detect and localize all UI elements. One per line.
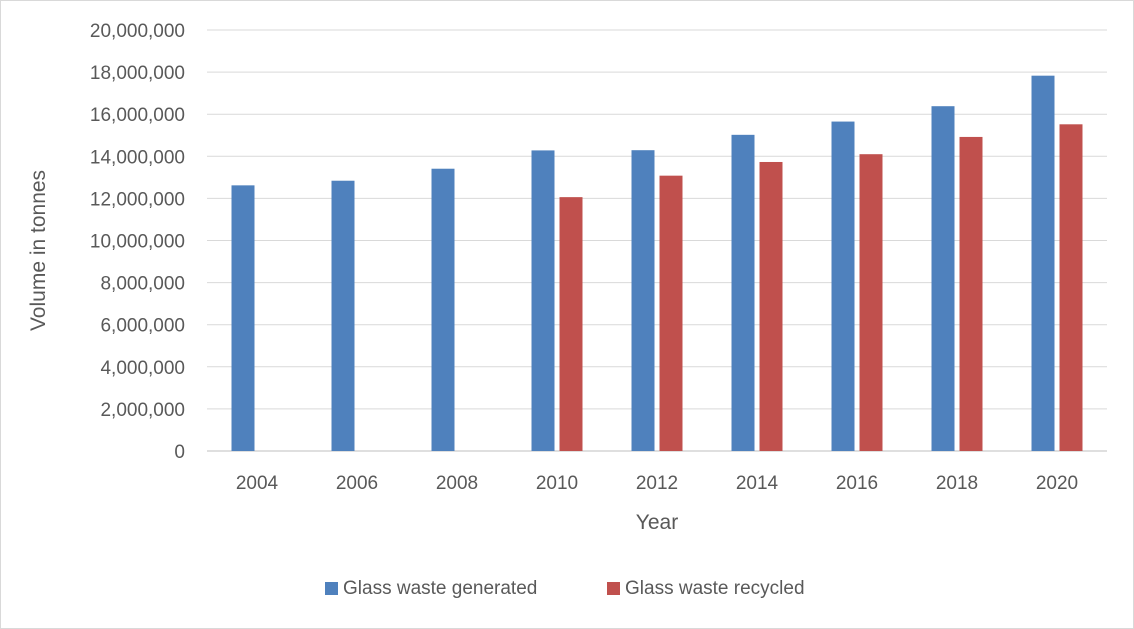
bar-recycled-2010 [559, 197, 583, 451]
y-tick-label: 2,000,000 [100, 400, 185, 421]
gridlines [207, 29, 1107, 452]
y-tick-label: 18,000,000 [90, 63, 185, 84]
x-axis-ticks: 2004 2006 2008 2010 2012 2014 2016 2018 2020 [236, 473, 1078, 494]
bar-recycled-2016 [859, 154, 883, 451]
legend-label-generated: Glass waste generated [343, 578, 537, 599]
legend-swatch-recycled [607, 582, 620, 595]
bar-recycled-2020 [1059, 124, 1083, 451]
bar-recycled-2014 [759, 161, 783, 451]
legend: Glass waste generated Glass waste recycl… [325, 578, 805, 599]
x-tick-label: 2010 [536, 473, 578, 494]
y-axis-title: Volume in tonnes [27, 170, 50, 331]
bar-generated-2018 [931, 106, 955, 452]
y-tick-label: 0 [174, 442, 185, 463]
legend-label-recycled: Glass waste recycled [625, 578, 805, 599]
x-tick-label: 2004 [236, 473, 279, 494]
x-tick-label: 2016 [836, 473, 878, 494]
x-tick-label: 2008 [436, 473, 478, 494]
bar-generated-2008 [431, 168, 455, 452]
y-tick-label: 14,000,000 [90, 147, 185, 168]
y-axis-ticks: 0 2,000,000 4,000,000 6,000,000 8,000,000 10,… [90, 21, 185, 463]
x-tick-label: 2006 [336, 473, 378, 494]
x-tick-label: 2012 [636, 473, 678, 494]
bar-generated-2012 [631, 150, 655, 451]
bar-generated-2004 [231, 185, 255, 451]
y-tick-label: 12,000,000 [90, 189, 185, 210]
y-tick-label: 4,000,000 [100, 358, 185, 379]
legend-swatch-generated [325, 582, 338, 595]
bar-generated-2014 [731, 134, 755, 452]
bar-generated-2006 [331, 180, 355, 451]
bar-generated-2020 [1031, 75, 1055, 451]
y-tick-label: 8,000,000 [100, 274, 185, 295]
x-axis-title: Year [636, 511, 678, 534]
y-tick-label: 20,000,000 [90, 21, 185, 42]
y-tick-label: 10,000,000 [90, 232, 185, 253]
y-tick-label: 16,000,000 [90, 105, 185, 126]
x-tick-label: 2020 [1036, 473, 1078, 494]
bar-recycled-2018 [959, 136, 983, 451]
y-tick-label: 6,000,000 [100, 316, 185, 337]
bars [231, 75, 1083, 452]
bar-generated-2016 [831, 121, 855, 451]
bar-recycled-2012 [659, 175, 683, 451]
x-tick-label: 2014 [736, 473, 779, 494]
bar-generated-2010 [531, 150, 555, 451]
x-tick-label: 2018 [936, 473, 978, 494]
